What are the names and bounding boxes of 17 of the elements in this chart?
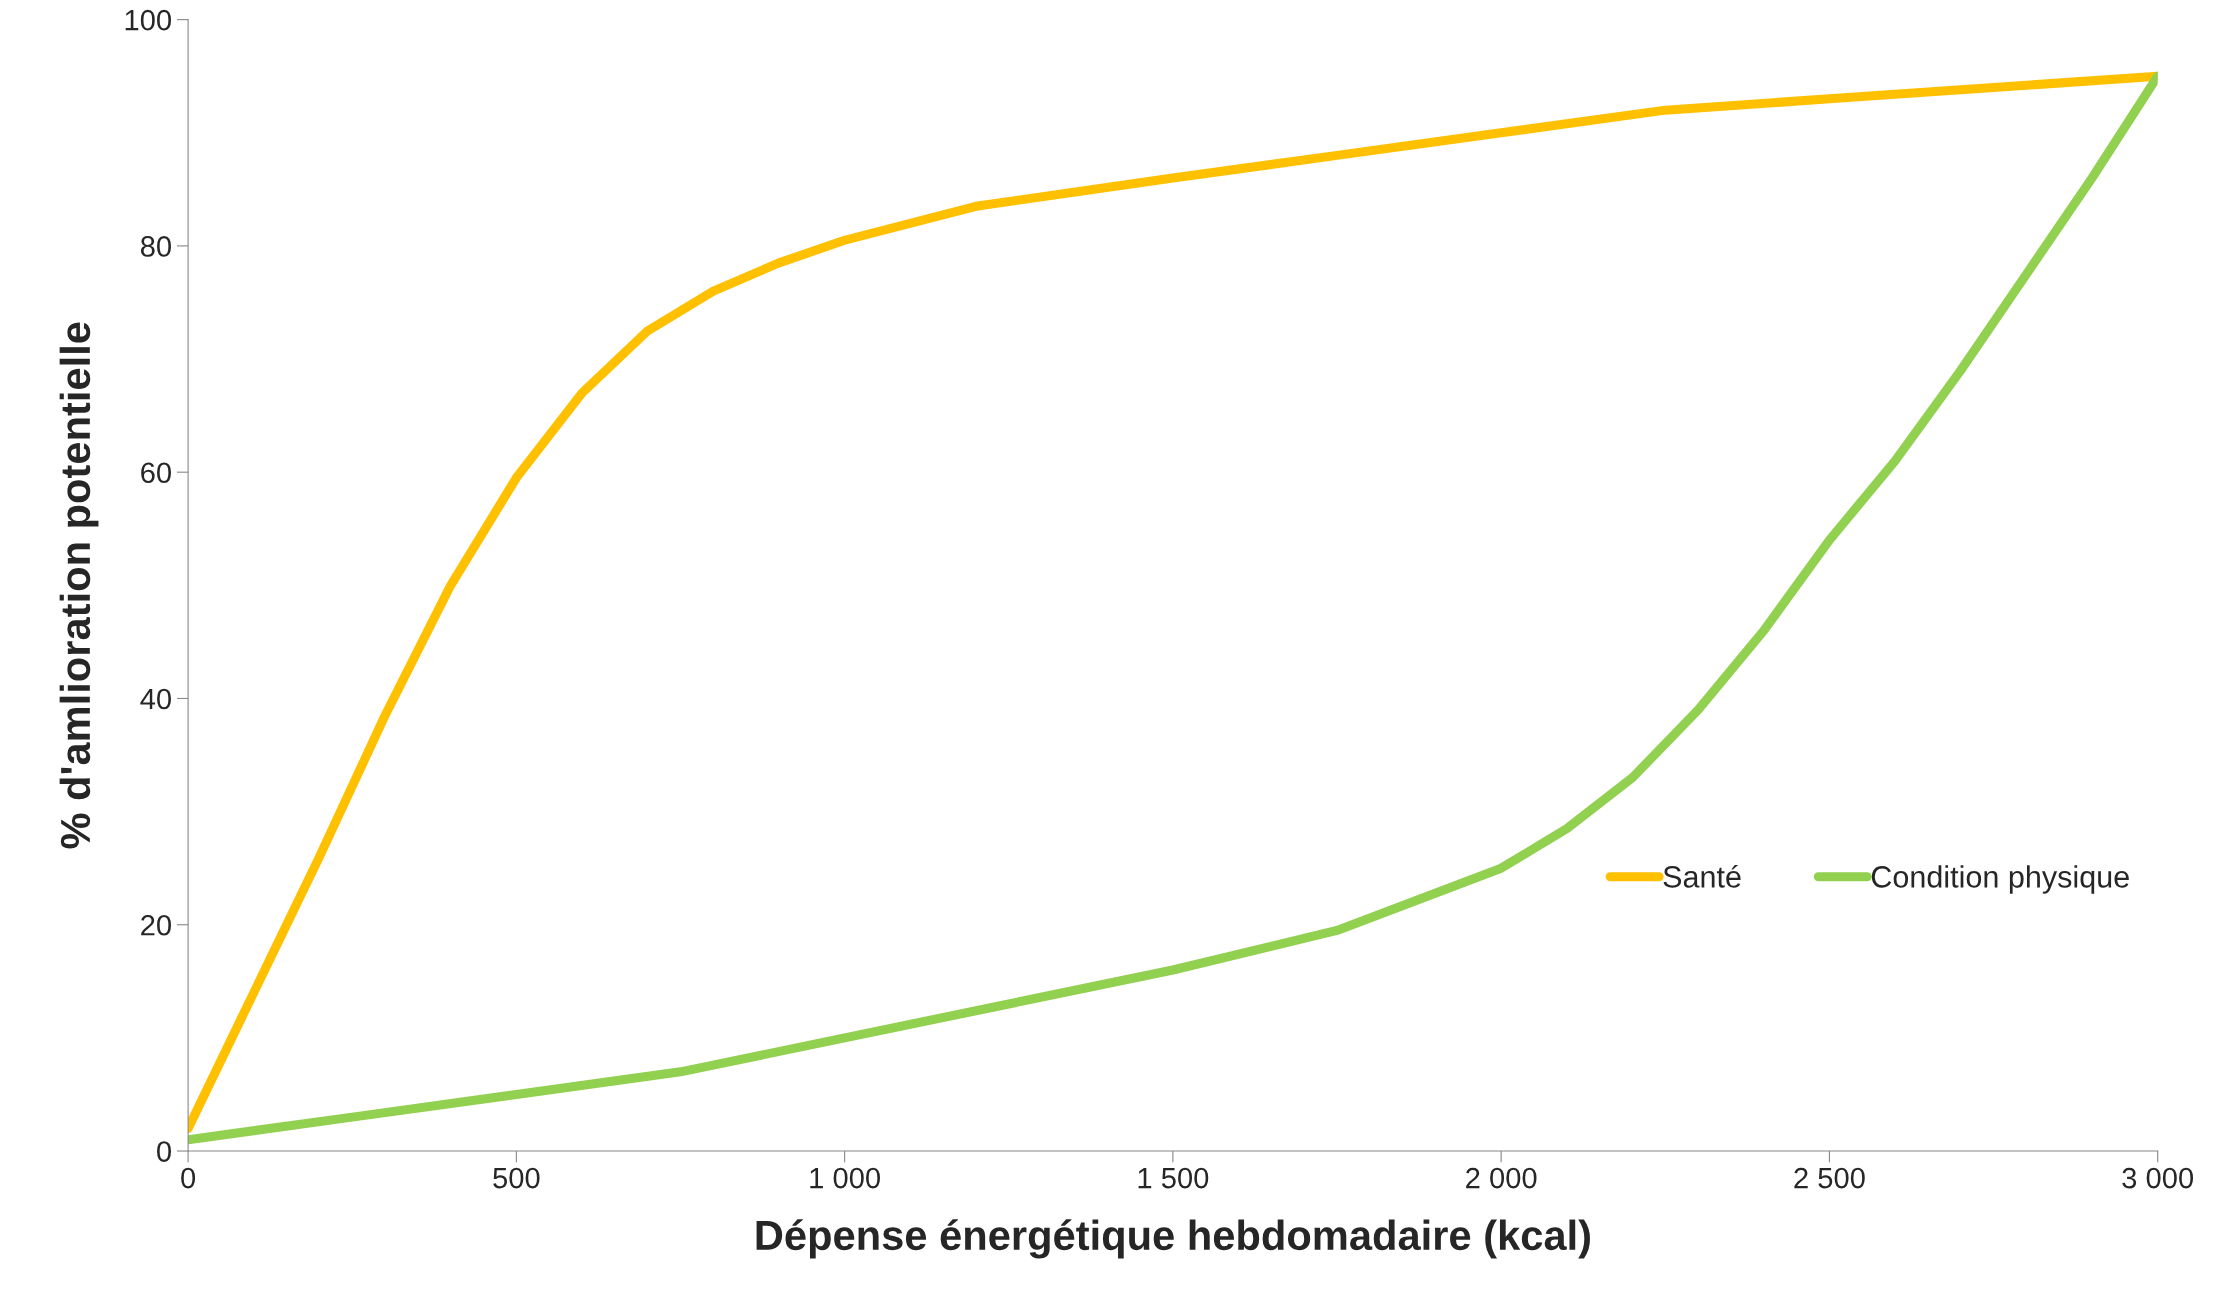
y-tick-label: 100	[125, 9, 171, 31]
legend-label: Condition physique	[1871, 865, 2129, 894]
legend-label: Santé	[1663, 864, 1741, 888]
x-tick-label: 3 000	[2122, 1167, 2194, 1189]
y-tick-label: 80	[140, 236, 171, 257]
x-tick-label: 1 500	[1138, 1167, 1209, 1189]
x-tick-label: 500	[493, 1167, 540, 1189]
x-tick-label: 2 500	[1794, 1167, 1865, 1189]
y-tick-label: 0	[157, 1141, 171, 1162]
x-tick-label: 2 000	[1466, 1167, 1537, 1189]
x-tick-label: 1 000	[810, 1167, 880, 1189]
y-axis-title: % d'amlioration potentielle	[59, 322, 99, 849]
y-tick-label: 40	[140, 688, 171, 710]
y-tick-label: 60	[141, 462, 171, 484]
x-tick-label: 0	[181, 1167, 196, 1189]
y-tick-label: 20	[141, 914, 171, 936]
x-axis-title: Dépense énergétique hebdomadaire (kcal)	[756, 1219, 1590, 1259]
